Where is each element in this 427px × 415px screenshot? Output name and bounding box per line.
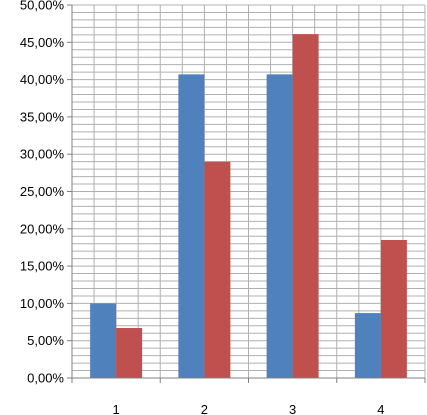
y-tick-label: 10,00% [20, 296, 65, 311]
axes [67, 4, 426, 383]
bar-series2-cat4 [380, 239, 407, 378]
y-tick-label: 35,00% [20, 109, 65, 124]
x-tick-label: 2 [201, 402, 208, 415]
x-tick-label: 3 [289, 402, 296, 415]
bar-series1-cat4 [354, 313, 381, 378]
y-tick-label: 20,00% [20, 221, 65, 236]
bar-series2-cat1 [116, 328, 143, 378]
bar-series1-cat1 [90, 303, 117, 378]
bar-series1-cat2 [178, 74, 205, 379]
y-tick-label: 40,00% [20, 72, 65, 87]
y-tick-label: 30,00% [20, 147, 65, 162]
x-tick-label: 1 [113, 402, 120, 415]
y-tick-label: 25,00% [20, 184, 65, 199]
bar-series2-cat3 [292, 34, 319, 379]
bar-series1-cat3 [266, 74, 293, 379]
y-tick-label: 15,00% [20, 259, 65, 274]
y-tick-label: 45,00% [20, 35, 65, 50]
bar-series2-cat2 [204, 161, 231, 378]
tick-labels: 0,00% 5,00% 10,00% 15,00% 20,00% 25,00% 30,00%… [20, 0, 385, 415]
bars [90, 34, 407, 379]
y-tick-label: 5,00% [27, 333, 64, 348]
x-tick-label: 4 [377, 402, 384, 415]
y-tick-label: 50,00% [20, 0, 65, 13]
y-tick-label: 0,00% [27, 371, 64, 386]
